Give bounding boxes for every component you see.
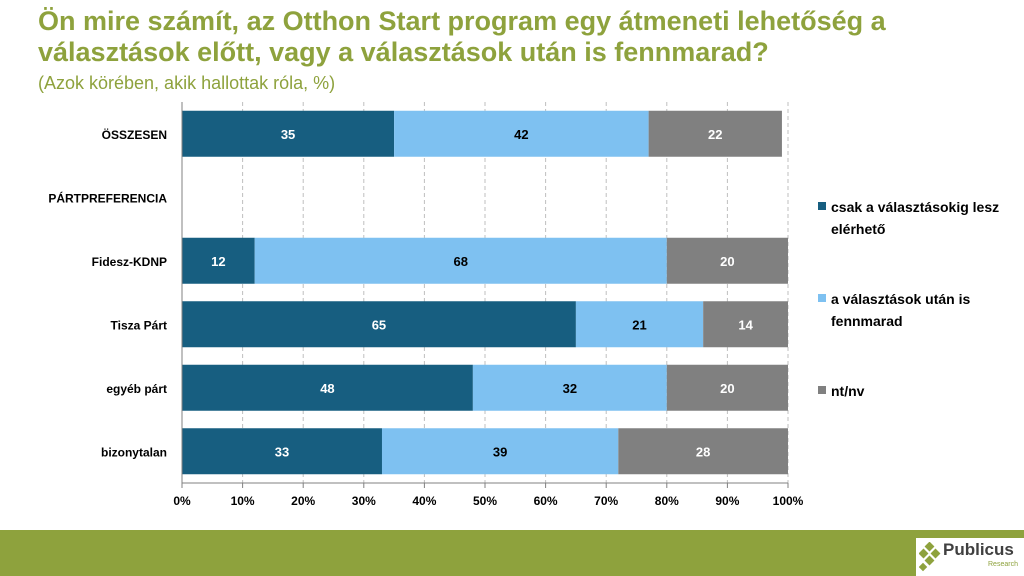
x-tick-label: 90% [715, 494, 739, 508]
data-label: 35 [281, 127, 295, 142]
x-tick-label: 20% [291, 494, 315, 508]
x-tick-label: 0% [173, 494, 191, 508]
x-tick-label: 30% [352, 494, 376, 508]
data-label: 22 [708, 127, 722, 142]
x-tick-label: 100% [773, 494, 804, 508]
legend-swatch [818, 294, 826, 302]
bar-segment [381, 428, 619, 475]
legend-swatch [818, 202, 826, 210]
bar-segment [648, 110, 782, 157]
category-label: ÖSSZESEN [102, 127, 167, 142]
data-label: 32 [563, 381, 577, 396]
data-label: 68 [454, 254, 468, 269]
footer-bar [0, 530, 1024, 576]
bar-segment [182, 237, 255, 284]
data-label: 65 [372, 317, 386, 332]
bar-segment [182, 364, 473, 411]
data-label: 39 [493, 444, 507, 459]
legend-label: csak a választásokig lesz elérhető [831, 199, 1000, 237]
bar-segment [182, 110, 395, 157]
bar-segment [703, 301, 788, 348]
diamond-cluster-icon [919, 542, 941, 572]
category-label: PÁRTPREFERENCIA [48, 190, 167, 205]
x-tick-label: 70% [594, 494, 618, 508]
bar-segment [666, 237, 788, 284]
x-tick-label: 80% [655, 494, 679, 508]
bar-segment [575, 301, 704, 348]
category-label: bizonytalan [101, 445, 167, 459]
data-label: 28 [696, 444, 710, 459]
legend-label: nt/nv [831, 383, 865, 399]
category-label: egyéb párt [106, 382, 167, 396]
legend-label: a választások után is fennmarad [831, 291, 971, 329]
data-label: 21 [632, 317, 646, 332]
bar-segment [254, 237, 667, 284]
data-label: 12 [211, 254, 225, 269]
data-label: 42 [514, 127, 528, 142]
data-label: 33 [275, 444, 289, 459]
x-tick-label: 10% [231, 494, 255, 508]
chart-title: Ön mire számít, az Otthon Start program … [38, 6, 886, 67]
bar-segment [666, 364, 788, 411]
bar-segment [394, 110, 649, 157]
x-tick-label: 40% [412, 494, 436, 508]
data-label: 20 [720, 254, 734, 269]
legend-swatch [818, 386, 826, 394]
logo-subtitle: Research [988, 561, 1018, 568]
chart-subtitle: (Azok körében, akik hallottak róla, %) [38, 73, 336, 93]
bar-segment [182, 301, 576, 348]
x-tick-label: 60% [534, 494, 558, 508]
bar-segment [472, 364, 667, 411]
bar-segment [618, 428, 788, 475]
data-label: 14 [738, 317, 753, 332]
data-label: 20 [720, 381, 734, 396]
category-label: Fidesz-KDNP [92, 255, 167, 269]
data-label: 48 [320, 381, 334, 396]
logo-name: Publicus [943, 540, 1014, 559]
bar-segment [182, 428, 382, 475]
x-tick-label: 50% [473, 494, 497, 508]
publicus-logo: Publicus Research [916, 538, 1024, 576]
category-label: Tisza Párt [111, 318, 167, 332]
